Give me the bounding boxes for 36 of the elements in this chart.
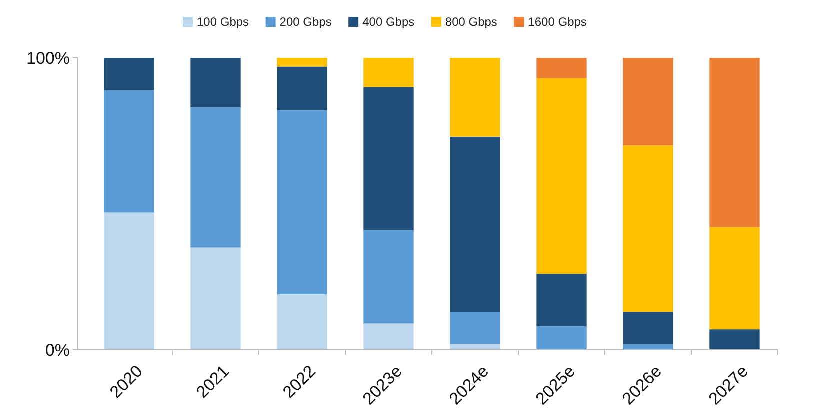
y-tick-label: 0% (45, 340, 70, 360)
bar (536, 326, 587, 350)
bar (710, 227, 760, 330)
bar (623, 344, 674, 350)
bar (190, 108, 241, 248)
bar (364, 230, 414, 324)
bar (364, 87, 414, 230)
bar (364, 58, 414, 88)
bar (450, 136, 500, 312)
bar (104, 212, 154, 350)
legend-label: 800 Gbps (445, 15, 498, 29)
bar (450, 312, 500, 344)
bar (536, 78, 587, 274)
bar (536, 58, 587, 78)
bar (277, 66, 328, 111)
bar (277, 110, 328, 295)
bar (277, 294, 328, 350)
bar (450, 58, 500, 137)
bar (190, 248, 241, 350)
bar (536, 274, 587, 327)
bar (450, 344, 500, 350)
bar (277, 58, 328, 67)
legend-label: 1600 Gbps (528, 15, 587, 29)
legend-label: 100 Gbps (197, 15, 250, 29)
bar (623, 146, 674, 312)
bar (104, 58, 154, 90)
bar (364, 324, 414, 350)
bar (710, 330, 760, 350)
bar (623, 312, 674, 344)
bar (104, 90, 154, 213)
bar (190, 58, 241, 108)
bar (623, 58, 674, 146)
legend-label: 200 Gbps (280, 15, 332, 29)
legend-label: 400 Gbps (362, 15, 415, 29)
bar (710, 58, 760, 228)
y-tick-label: 100% (26, 48, 70, 68)
